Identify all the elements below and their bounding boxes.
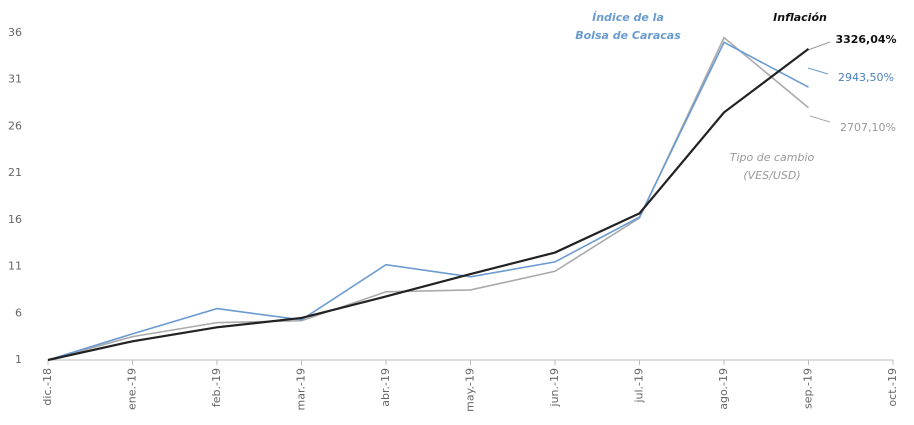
annotation: Bolsa de Caracas: [575, 29, 681, 42]
y-tick-label: 1: [15, 353, 22, 366]
x-tick-label: abr.-19: [379, 368, 392, 407]
y-tick-label: 11: [8, 260, 22, 273]
series-line: [47, 41, 809, 361]
annotation: Índice de la: [592, 11, 664, 24]
x-tick-label: feb.-19: [210, 368, 223, 407]
x-tick-label: jul.-19: [633, 368, 646, 404]
annotation: 3326,04%: [835, 33, 896, 46]
y-tick-label: 31: [8, 73, 22, 86]
y-tick-label: 36: [8, 26, 22, 39]
y-tick-label: 6: [15, 306, 22, 319]
annotation: 2707,10%: [840, 121, 896, 134]
annotation: 2943,50%: [838, 71, 894, 84]
x-tick-label: ene.-19: [126, 368, 139, 410]
x-tick-label: dic.-18: [41, 368, 54, 406]
annotation: Tipo de cambio: [730, 151, 815, 164]
x-tick-label: sep.-19: [802, 368, 815, 409]
x-tick-label: may.-19: [464, 368, 477, 412]
x-tick-label: oct.-19: [886, 368, 899, 407]
annotation: Inflación: [773, 11, 827, 24]
series-line: [47, 48, 810, 362]
annotation: (VES/USD): [743, 169, 800, 182]
x-tick-label: jun.-19: [548, 368, 561, 407]
series-line: [47, 36, 810, 361]
leader-line: [807, 41, 831, 51]
y-tick-label: 21: [8, 166, 22, 179]
y-tick-label: 26: [8, 119, 22, 132]
leader-line: [807, 67, 829, 75]
leader-line: [809, 115, 831, 123]
y-tick-label: 16: [8, 213, 22, 226]
x-tick-label: ago.-19: [717, 368, 730, 410]
x-tick-label: mar.-19: [295, 368, 308, 410]
